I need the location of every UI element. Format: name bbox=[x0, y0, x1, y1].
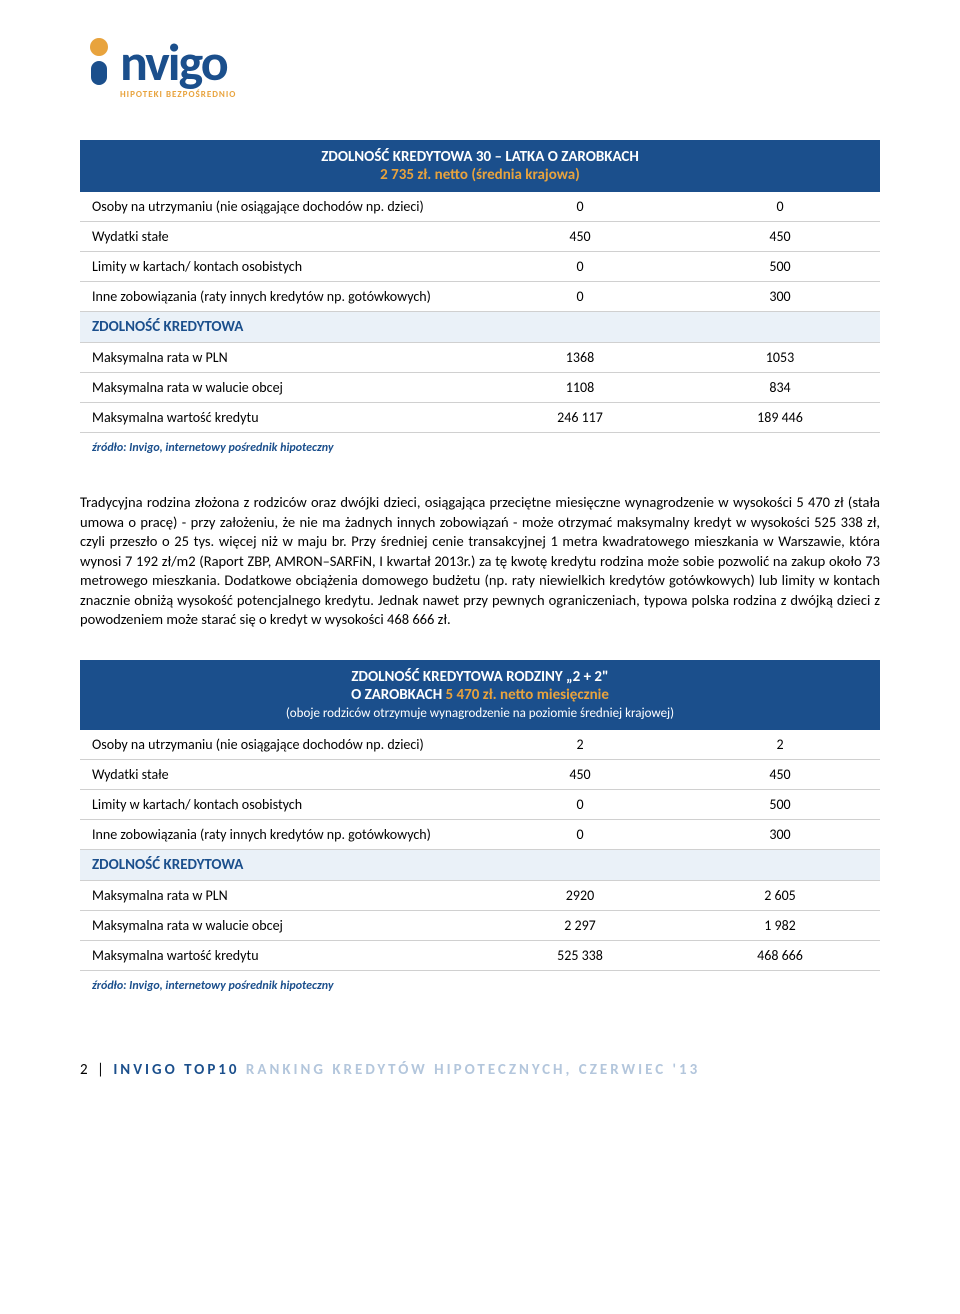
row-label: Wydatki stałe bbox=[80, 759, 480, 789]
row-label: Maksymalna wartość kredytu bbox=[80, 403, 480, 433]
row-value-2: 300 bbox=[680, 819, 880, 849]
row-value-2: 2 605 bbox=[680, 880, 880, 910]
table2-title-line2-prefix: O ZAROBKACH bbox=[351, 686, 445, 704]
row-value-1: 0 bbox=[480, 819, 680, 849]
row-value-2: 468 666 bbox=[680, 940, 880, 970]
footer-page-number: 2 bbox=[80, 1061, 91, 1079]
row-label: Maksymalna rata w walucie obcej bbox=[80, 373, 480, 403]
row-value-1: 1368 bbox=[480, 343, 680, 373]
table-row: Inne zobowiązania (raty innych kredytów … bbox=[80, 819, 880, 849]
table-row: Maksymalna rata w walucie obcej2 2971 98… bbox=[80, 910, 880, 940]
logo-icon bbox=[80, 37, 118, 87]
row-value-2: 1 982 bbox=[680, 910, 880, 940]
row-value-1: 246 117 bbox=[480, 403, 680, 433]
table-creditworthiness-family: ZDOLNOŚĆ KREDYTOWA RODZINY „2 + 2" O ZAR… bbox=[80, 660, 880, 1001]
row-value-2: 2 bbox=[680, 730, 880, 760]
row-value-1: 0 bbox=[480, 282, 680, 312]
row-value-2: 834 bbox=[680, 373, 880, 403]
row-label: Inne zobowiązania (raty innych kredytów … bbox=[80, 819, 480, 849]
row-value-1: 2 bbox=[480, 730, 680, 760]
row-label: Maksymalna rata w PLN bbox=[80, 880, 480, 910]
row-value-2: 0 bbox=[680, 192, 880, 222]
table-row: Limity w kartach/ kontach osobistych0500 bbox=[80, 789, 880, 819]
row-value-2: 450 bbox=[680, 222, 880, 252]
row-label: Maksymalna rata w PLN bbox=[80, 343, 480, 373]
table-row: Limity w kartach/ kontach osobistych0500 bbox=[80, 252, 880, 282]
row-label: Maksymalna rata w walucie obcej bbox=[80, 910, 480, 940]
logo-text: nvigo bbox=[120, 30, 227, 94]
row-value-1: 0 bbox=[480, 789, 680, 819]
table-row: Wydatki stałe450450 bbox=[80, 759, 880, 789]
table-row: Maksymalna rata w PLN13681053 bbox=[80, 343, 880, 373]
table2-title-line2-orange: 5 470 zł. netto miesięcznie bbox=[446, 686, 609, 704]
row-value-2: 1053 bbox=[680, 343, 880, 373]
row-label: Osoby na utrzymaniu (nie osiągające doch… bbox=[80, 192, 480, 222]
row-label: Wydatki stałe bbox=[80, 222, 480, 252]
table1-title-line1: ZDOLNOŚĆ KREDYTOWA 30 – LATKA O ZAROBKAC… bbox=[321, 148, 639, 166]
row-value-1: 1108 bbox=[480, 373, 680, 403]
row-value-2: 300 bbox=[680, 282, 880, 312]
row-label: Maksymalna wartość kredytu bbox=[80, 940, 480, 970]
row-value-1: 0 bbox=[480, 252, 680, 282]
table1-section-header: ZDOLNOŚĆ KREDYTOWA bbox=[80, 312, 880, 343]
footer-sep: | bbox=[91, 1061, 114, 1079]
table2-section-header: ZDOLNOŚĆ KREDYTOWA bbox=[80, 849, 880, 880]
table-row: Inne zobowiązania (raty innych kredytów … bbox=[80, 282, 880, 312]
row-label: Limity w kartach/ kontach osobistych bbox=[80, 252, 480, 282]
table1-source: źródło: Invigo, internetowy pośrednik hi… bbox=[80, 433, 880, 464]
row-label: Inne zobowiązania (raty innych kredytów … bbox=[80, 282, 480, 312]
row-value-1: 2 297 bbox=[480, 910, 680, 940]
row-value-1: 450 bbox=[480, 222, 680, 252]
row-label: Limity w kartach/ kontach osobistych bbox=[80, 789, 480, 819]
table-row: Maksymalna wartość kredytu246 117189 446 bbox=[80, 403, 880, 433]
body-paragraph: Tradycyjna rodzina złożona z rodziców or… bbox=[80, 493, 880, 630]
table2-title-line1: ZDOLNOŚĆ KREDYTOWA RODZINY „2 + 2" bbox=[351, 668, 608, 686]
row-value-1: 2920 bbox=[480, 880, 680, 910]
table2-title-line3: (oboje rodziców otrzymuje wynagrodzenie … bbox=[286, 706, 674, 721]
table-row: Maksymalna rata w walucie obcej1108834 bbox=[80, 373, 880, 403]
table2-header: ZDOLNOŚĆ KREDYTOWA RODZINY „2 + 2" O ZAR… bbox=[80, 660, 880, 730]
table-row: Wydatki stałe450450 bbox=[80, 222, 880, 252]
row-value-1: 525 338 bbox=[480, 940, 680, 970]
logo: nvigo bbox=[80, 30, 880, 94]
footer-brand: INVIGO TOP10 bbox=[113, 1061, 239, 1079]
table2-source: źródło: Invigo, internetowy pośrednik hi… bbox=[80, 970, 880, 1001]
row-value-1: 450 bbox=[480, 759, 680, 789]
row-label: Osoby na utrzymaniu (nie osiągające doch… bbox=[80, 730, 480, 760]
table-row: Maksymalna wartość kredytu525 338468 666 bbox=[80, 940, 880, 970]
table-row: Osoby na utrzymaniu (nie osiągające doch… bbox=[80, 192, 880, 222]
page-footer: 2 | INVIGO TOP10 RANKING KREDYTÓW HIPOTE… bbox=[80, 1061, 880, 1079]
table-creditworthiness-single: ZDOLNOŚĆ KREDYTOWA 30 – LATKA O ZAROBKAC… bbox=[80, 140, 880, 463]
table1-header: ZDOLNOŚĆ KREDYTOWA 30 – LATKA O ZAROBKAC… bbox=[80, 140, 880, 192]
table-row: Osoby na utrzymaniu (nie osiągające doch… bbox=[80, 730, 880, 760]
row-value-2: 189 446 bbox=[680, 403, 880, 433]
row-value-2: 500 bbox=[680, 789, 880, 819]
table-row: Maksymalna rata w PLN29202 605 bbox=[80, 880, 880, 910]
footer-rest: RANKING KREDYTÓW HIPOTECZNYCH, CZERWIEC … bbox=[240, 1061, 701, 1079]
table1-title-line2: 2 735 zł. netto (średnia krajowa) bbox=[380, 166, 580, 184]
row-value-2: 500 bbox=[680, 252, 880, 282]
row-value-2: 450 bbox=[680, 759, 880, 789]
logo-block: nvigo HIPOTEKI BEZPOŚREDNIO bbox=[80, 30, 880, 100]
row-value-1: 0 bbox=[480, 192, 680, 222]
logo-tagline: HIPOTEKI BEZPOŚREDNIO bbox=[120, 89, 880, 100]
